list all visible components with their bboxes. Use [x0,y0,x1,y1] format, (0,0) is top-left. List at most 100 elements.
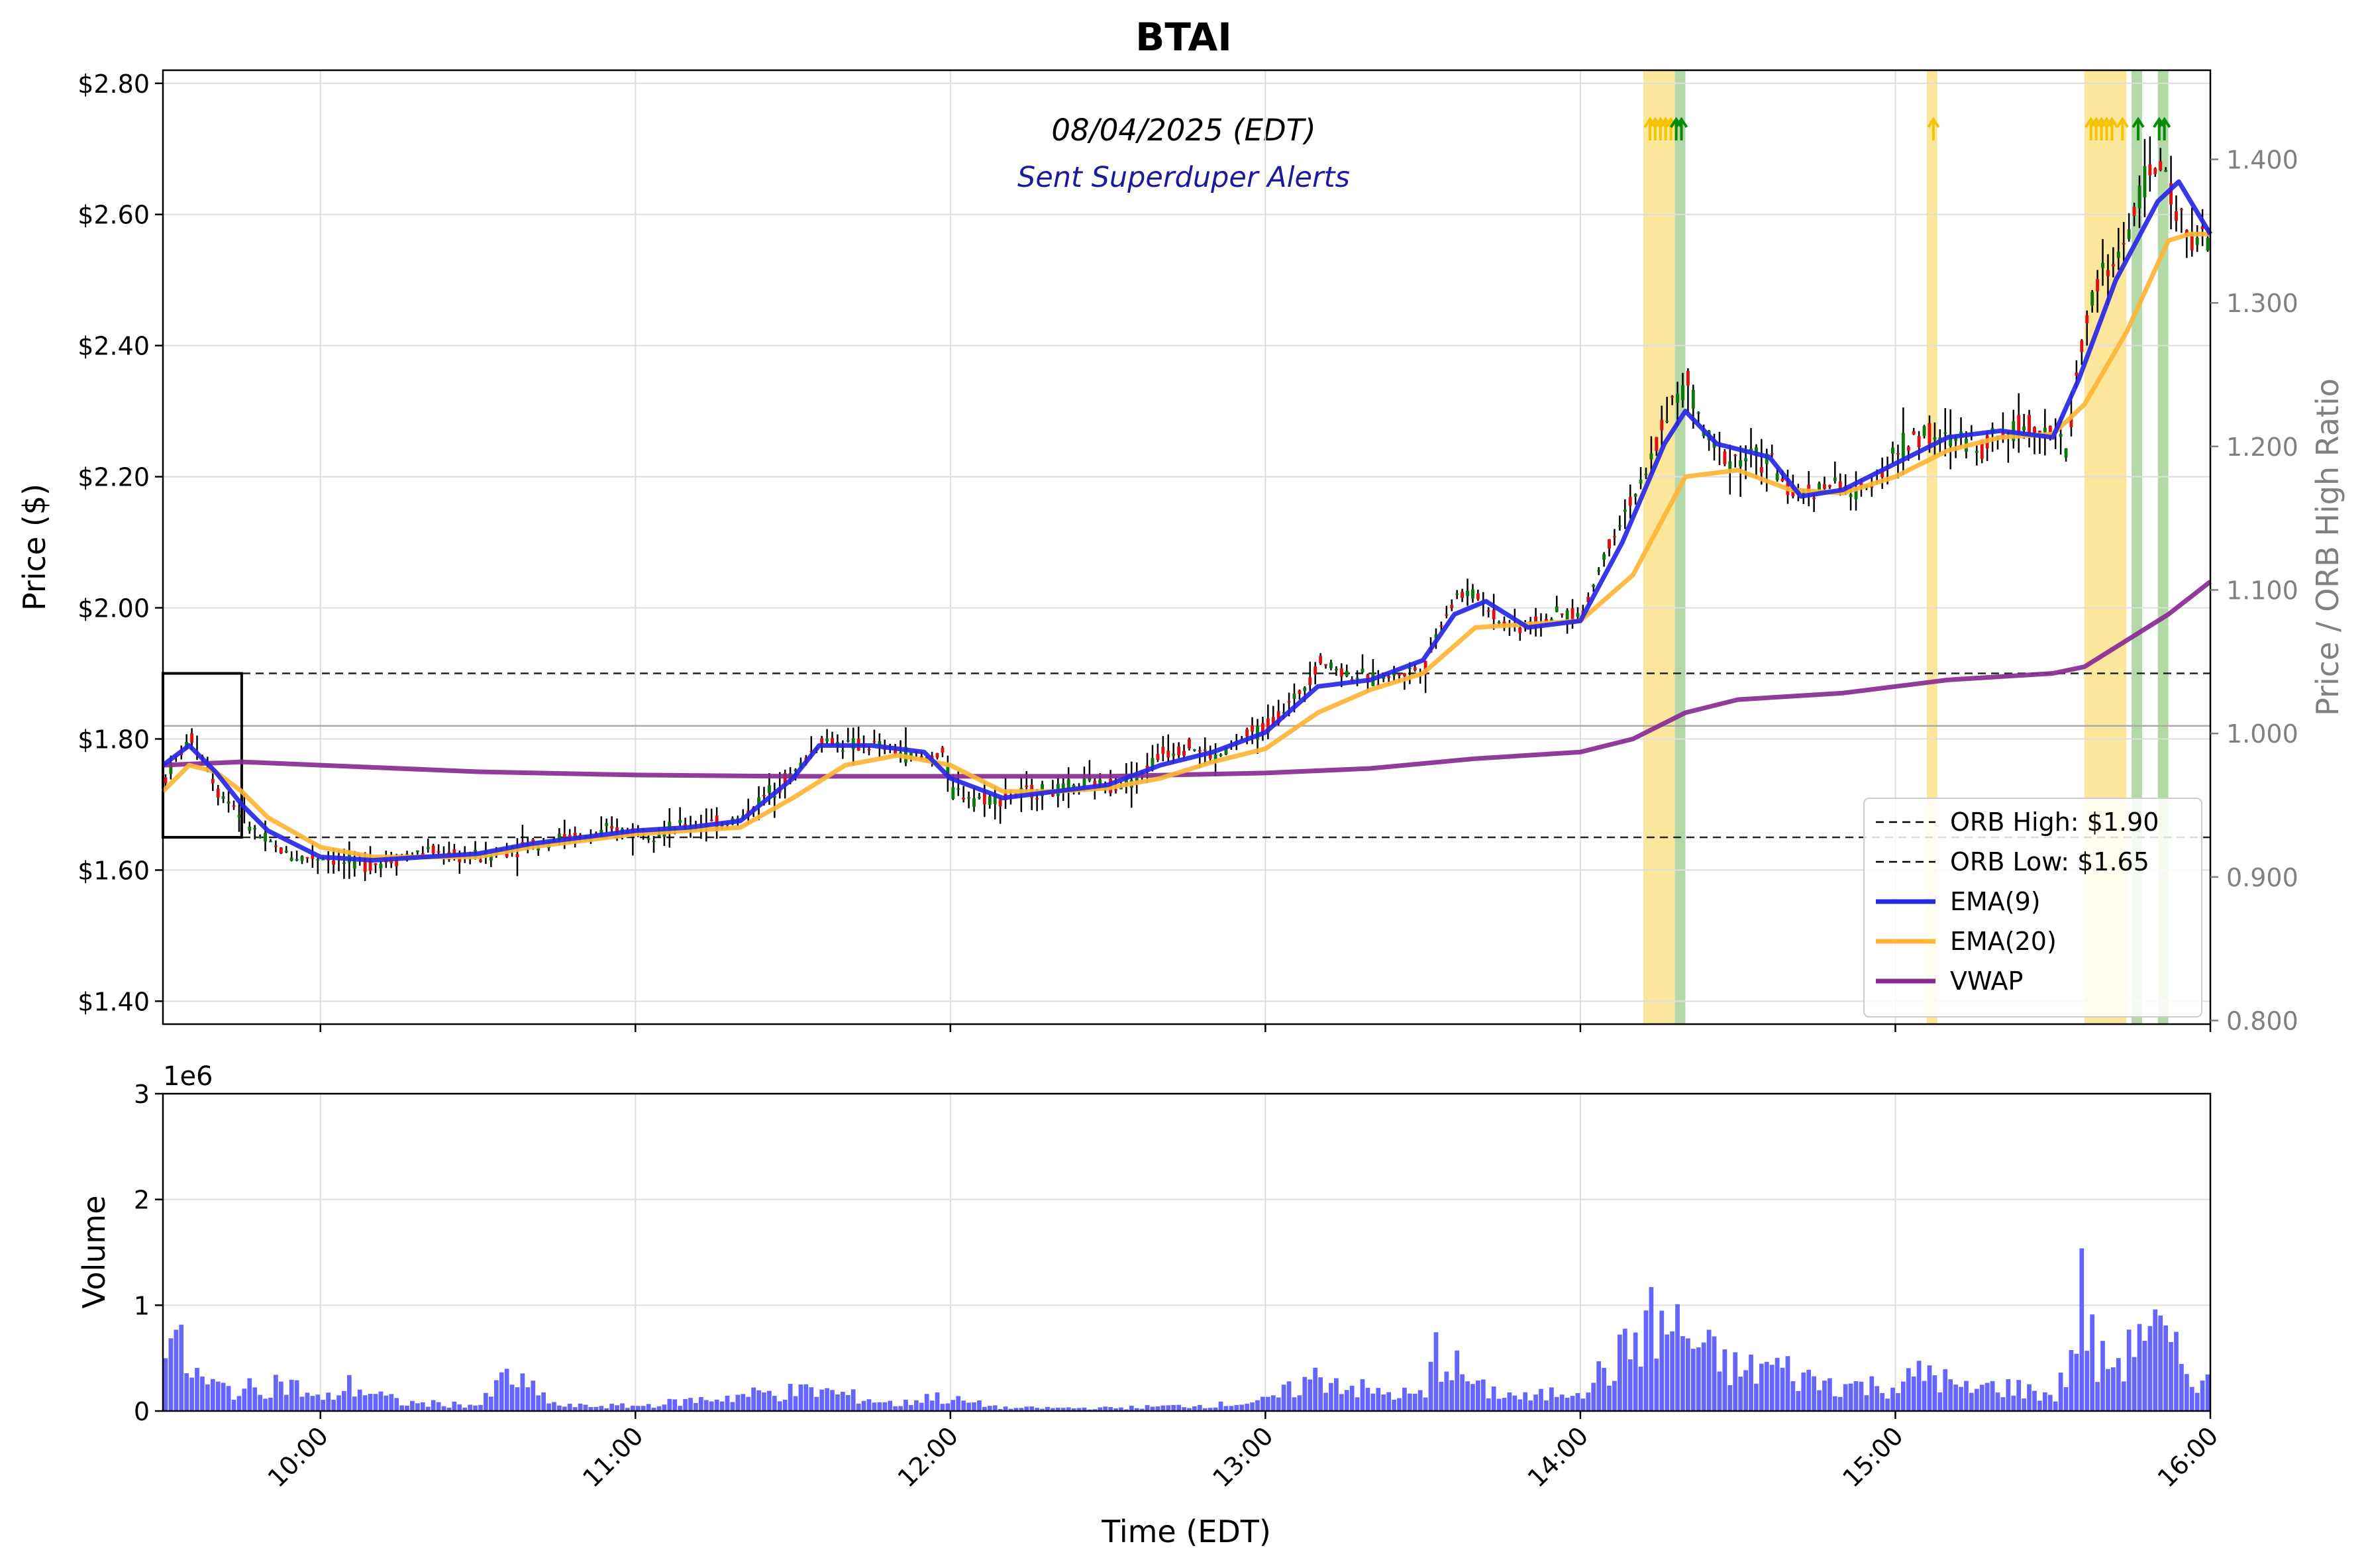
volume-bar [425,1406,431,1411]
candle-body [2195,237,2199,245]
alert-arrow-marker [2158,117,2171,140]
volume-bar [221,1383,226,1411]
ratio-tick-label: 1.400 [2226,146,2298,175]
candle-body [1576,613,1580,617]
candle-body [1896,452,1900,454]
volume-bar [620,1403,625,1411]
candle-body [967,797,971,799]
candle-body [1245,729,1249,737]
volume-bar [2147,1326,2153,1411]
volume-bar [1297,1395,1302,1411]
candle-body [1298,690,1302,694]
volume-bar [1864,1395,1869,1411]
candle-body [1355,678,1359,680]
volume-bar [1329,1383,1333,1411]
volume-bar [803,1384,809,1411]
volume-bar [1281,1385,1286,1411]
volume-bar [1512,1395,1518,1411]
volume-bar [714,1399,719,1411]
volume-bar [484,1392,488,1411]
volume-axis-label: Volume [76,1195,112,1308]
price-axis-label: Price ($) [17,484,52,611]
volume-bar [903,1399,908,1411]
volume-bar [258,1394,262,1411]
volume-bar [2158,1315,2163,1411]
volume-bar [278,1381,283,1411]
volume-bar [604,1408,609,1411]
volume-bar [357,1389,362,1411]
volume-bar [2111,1367,2116,1411]
volume-bar [336,1395,341,1411]
volume-bar [1045,1406,1050,1411]
volume-bar [1439,1381,1444,1411]
volume-bar [835,1394,840,1411]
legend-label: ORB Low: $1.65 [1950,847,2149,876]
volume-bar [1948,1379,1953,1411]
volume-bar [1544,1400,1549,1411]
volume-bar [2100,1341,2105,1411]
volume-bar [599,1406,604,1411]
candle-body [2017,415,2021,434]
price-tick-label: $2.40 [77,332,150,361]
candle-body [1870,486,1874,488]
volume-bar [898,1406,903,1411]
candle-body [899,752,903,754]
volume-bar [1197,1404,1202,1411]
volume-bar [431,1400,436,1411]
candle-body [1765,453,1769,464]
volume-bar [2189,1386,2194,1411]
volume-bar [830,1390,835,1411]
volume-bar [951,1400,956,1411]
candle-body [1308,677,1312,686]
volume-bar [1518,1399,1523,1411]
volume-bar [1533,1394,1538,1411]
volume-bar [924,1394,929,1411]
candle-body [269,841,272,843]
volume-bar [2174,1332,2179,1411]
candle-body [1549,619,1553,621]
volume-bar [1460,1374,1465,1411]
candle-body [1161,747,1165,755]
volume-bar [1565,1397,1570,1411]
candle-body [1602,554,1606,560]
candle-body [1282,711,1286,713]
volume-bar [2042,1392,2047,1411]
volume-bar [1035,1408,1039,1411]
volume-bar [961,1400,966,1411]
volume-bar [1486,1398,1491,1411]
volume-bar [814,1396,819,1411]
volume-bar [1166,1405,1171,1411]
candle-body [646,838,650,840]
volume-bar [1202,1408,1208,1411]
volume-bar [236,1396,242,1411]
volume-bar [1580,1398,1586,1411]
volume-bar [1627,1359,1633,1411]
candle-body [479,860,482,862]
alert-arrow-marker [2153,117,2166,140]
volume-bar [1754,1383,1759,1411]
volume-bar [788,1384,793,1411]
volume-bar [2011,1395,2016,1411]
candle-body [1775,473,1779,480]
volume-bar [415,1403,420,1411]
candle-body [1906,446,1910,451]
volume-bar [966,1402,971,1411]
volume-bar [1234,1405,1239,1411]
volume-bar [1932,1375,1937,1411]
volume-bar [252,1387,258,1411]
volume-bar [1539,1388,1543,1411]
volume-bar [1480,1379,1486,1411]
volume-bar [468,1404,473,1411]
candle-body [1891,447,1894,454]
volume-bar [1444,1371,1449,1411]
candle-body [1975,450,1979,453]
candle-body [772,796,776,798]
candle-body [1066,779,1070,790]
volume-bar [888,1400,893,1411]
volume-bar [1859,1381,1864,1411]
alert-arrow-marker [1643,117,1657,140]
candle-body [820,738,824,744]
volume-bar [1339,1394,1344,1411]
chart-title: BTAI [1135,15,1232,60]
